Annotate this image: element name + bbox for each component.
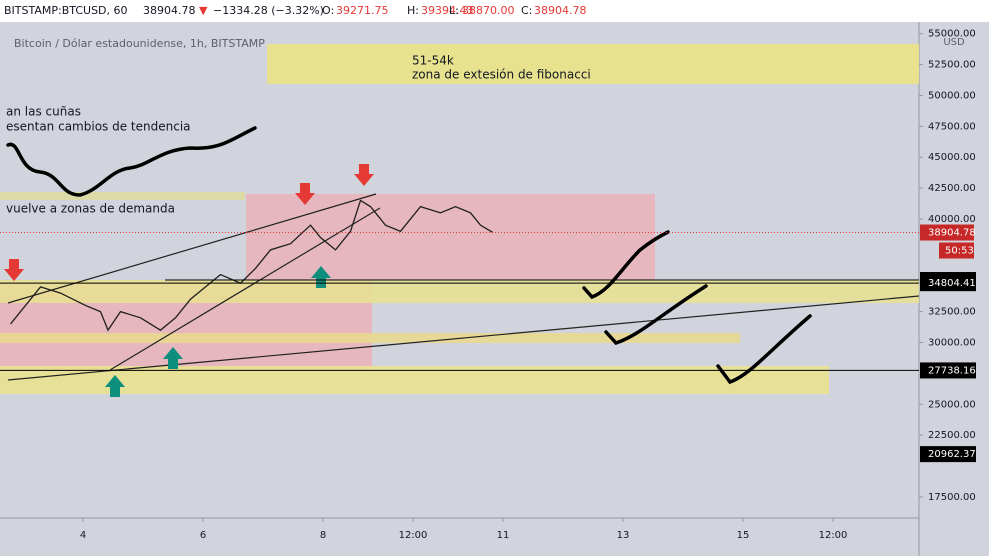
price-line <box>9 199 494 332</box>
y-tick-label: 25000.00 <box>928 399 976 410</box>
l-value: 38870.00 <box>462 4 515 17</box>
currency: USD <box>943 37 965 48</box>
annotation: esentan cambios de tendencia <box>6 120 191 134</box>
c-value: 38904.78 <box>534 4 587 17</box>
arrow: ▼ <box>199 4 208 17</box>
zone <box>0 192 245 200</box>
freehand <box>716 314 812 385</box>
x-tick-label: 8 <box>320 530 326 541</box>
y-tick-label: 30000.00 <box>928 337 976 348</box>
zone <box>246 194 655 280</box>
annotation: an las cuñas <box>6 105 81 119</box>
y-tick-label: 40000.00 <box>928 214 976 225</box>
up-arrow <box>311 266 331 288</box>
price: 38904.78 <box>143 4 196 17</box>
o-value: 39271.75 <box>336 4 389 17</box>
level-tag <box>920 446 976 463</box>
change: −1334.28 (−3.32%) <box>213 4 324 17</box>
x-tick-label: 4 <box>80 530 86 541</box>
down-arrow <box>4 259 24 281</box>
y-tick-label: 47500.00 <box>928 121 976 132</box>
h-value: 39394.43 <box>421 4 474 17</box>
y-tick-label: 32500.00 <box>928 307 976 318</box>
last-price-label: 38904.78 <box>928 228 976 239</box>
y-tick-label: 22500.00 <box>928 430 976 441</box>
y-tick-label: 55000.00 <box>928 29 976 40</box>
x-tick-label: 13 <box>617 530 630 541</box>
annotation: vuelve a zonas de demanda <box>6 202 175 216</box>
y-tick-label: 45000.00 <box>928 152 976 163</box>
y-tick-label: 52500.00 <box>928 60 976 71</box>
trend-lines <box>7 193 920 381</box>
y-tick-label: 42500.00 <box>928 183 976 194</box>
down-arrow <box>354 164 374 186</box>
o-label: O: <box>322 4 334 17</box>
annotation: 51-54k <box>412 54 454 68</box>
freehand <box>604 284 708 346</box>
level-label: 34804.41 <box>928 278 976 289</box>
level-label: 27738.16 <box>928 365 976 376</box>
countdown: 50:53 <box>945 246 974 257</box>
x-tick-label: 6 <box>200 530 206 541</box>
x-tick-label: 11 <box>497 530 510 541</box>
drawings <box>6 126 812 385</box>
trend-line <box>7 193 377 304</box>
annotation: zona de extesión de fibonacci <box>412 68 591 82</box>
level-tag <box>920 275 976 292</box>
y-tick-label: 50000.00 <box>928 90 976 101</box>
down-arrow <box>295 183 315 205</box>
x-tick-label: 12:00 <box>399 530 428 541</box>
trend-line <box>7 295 920 381</box>
up-arrow <box>163 347 183 369</box>
zone <box>0 333 740 343</box>
level-label: 20962.37 <box>928 449 976 460</box>
trend-line <box>109 207 381 371</box>
subtitle: Bitcoin / Dólar estadounidense, 1h, BITS… <box>14 37 265 50</box>
up-arrow <box>105 375 125 397</box>
symbol: BITSTAMP:BTCUSD, 60 <box>4 4 128 17</box>
c-label: C: <box>521 4 532 17</box>
l-label: L: <box>449 4 459 17</box>
zone <box>267 44 919 84</box>
level-tag <box>920 362 976 379</box>
y-tick-label: 17500.00 <box>928 492 976 503</box>
header-bar <box>0 0 989 22</box>
x-tick-label: 12:00 <box>819 530 848 541</box>
freehand <box>6 126 257 197</box>
freehand <box>582 230 670 300</box>
arrows <box>4 164 374 397</box>
x-tick-label: 15 <box>737 530 750 541</box>
countdown-tag <box>939 242 974 259</box>
last-price-tag <box>920 224 974 241</box>
h-label: H: <box>407 4 419 17</box>
